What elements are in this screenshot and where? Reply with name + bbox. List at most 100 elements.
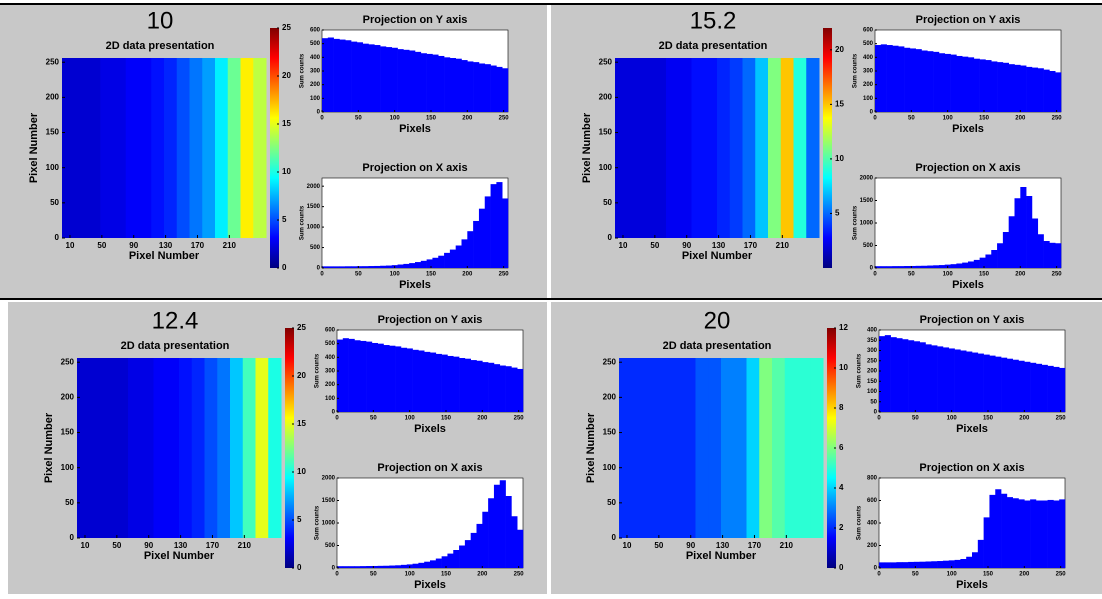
x-tick-label: 50 (908, 116, 915, 122)
bar (385, 265, 393, 268)
bar (1018, 360, 1025, 412)
colorbar-tick-label: 15 (835, 99, 844, 108)
bar (921, 265, 928, 268)
bar (879, 562, 886, 568)
heatmap-column (729, 58, 743, 238)
y-tick-label: 0 (870, 110, 874, 116)
heatmap-column (657, 358, 671, 538)
bar (360, 566, 367, 568)
bar (902, 339, 909, 412)
bar (368, 44, 375, 112)
bar (898, 46, 905, 112)
bar (927, 265, 934, 268)
y-axis-label: Pixel Number (43, 412, 55, 483)
x-tick-label: 210 (780, 541, 794, 550)
x-axis-label: Pixel Number (686, 550, 757, 562)
bar (511, 516, 518, 568)
heatmap-column (784, 358, 798, 538)
y-tick-label: 200 (603, 392, 617, 401)
y-tick-label: 400 (325, 355, 336, 361)
x-tick-label: 150 (983, 416, 994, 422)
bar (339, 266, 346, 268)
y-tick-label: 100 (867, 389, 878, 395)
y-tick-label: 100 (603, 463, 617, 472)
heatmap-column (77, 358, 91, 538)
x-tick-label: 50 (355, 116, 362, 122)
bar (438, 255, 445, 268)
bar (420, 260, 427, 268)
bar (1008, 216, 1015, 268)
bar (890, 562, 897, 568)
bar (1026, 196, 1033, 268)
bar (389, 345, 396, 412)
bar (473, 220, 480, 268)
y-tick-label: 2000 (322, 476, 336, 482)
x-axis-label: Pixel Number (682, 250, 753, 262)
bar (441, 556, 448, 568)
heatmap-column (268, 358, 282, 538)
x-tick-label: 200 (1015, 272, 1026, 278)
bar (1055, 243, 1062, 268)
y-tick-label: 200 (599, 92, 613, 101)
bar (983, 517, 990, 568)
x-tick-label: 0 (877, 416, 881, 422)
colorbar-tick-label: 5 (282, 215, 287, 224)
bar (948, 560, 955, 568)
y-tick-label: 100 (325, 396, 336, 402)
heatmap-column (179, 358, 193, 538)
bar (490, 184, 497, 268)
bar (902, 562, 909, 568)
y-tick-label: 0 (870, 266, 874, 272)
colorbar-tick-label: 25 (297, 323, 306, 332)
y-tick-label: 200 (310, 82, 321, 88)
x-axis-label: Pixels (399, 123, 431, 135)
bar (1059, 499, 1066, 568)
bar (956, 263, 963, 268)
bar (455, 58, 462, 112)
colorbar-tick-label: 20 (835, 45, 844, 54)
x-tick-label: 10 (81, 541, 90, 550)
heatmap-column (708, 358, 722, 538)
x-tick-label: 90 (686, 541, 695, 550)
heatmap-column (102, 358, 116, 538)
heatmap-column (128, 358, 142, 538)
bar (493, 484, 501, 568)
colorbar-tick-label: 10 (297, 467, 306, 476)
heatmap-column (151, 58, 165, 238)
bar (342, 566, 349, 568)
y-axis-label: Sum counts (315, 505, 321, 540)
y-axis-label: Sum counts (300, 53, 306, 88)
x-tick-label: 100 (390, 272, 401, 278)
chart-title: Projection on X axis (377, 462, 482, 474)
bar (403, 263, 410, 268)
x-tick-label: 90 (682, 241, 691, 250)
bar (913, 341, 920, 412)
bar (879, 336, 886, 412)
bar (337, 339, 344, 412)
heatmap-column (227, 58, 241, 238)
bar (931, 345, 938, 412)
bar (484, 64, 491, 112)
bar (395, 346, 402, 412)
heatmap-column (230, 358, 244, 538)
y-tick-label: 500 (310, 41, 321, 47)
bar (327, 266, 334, 268)
y-tick-label: 50 (607, 498, 616, 507)
heatmap-column (62, 58, 76, 238)
bar (362, 43, 369, 112)
bar (927, 51, 934, 112)
bar (989, 494, 996, 568)
bar (1002, 62, 1009, 112)
x-tick-label: 0 (335, 416, 339, 422)
y-axis-label: Sum counts (300, 205, 306, 240)
y-tick-label: 400 (867, 328, 878, 334)
bar (1053, 366, 1060, 412)
y-tick-label: 600 (310, 28, 321, 34)
bar (505, 496, 512, 568)
heatmap-column (217, 358, 231, 538)
bar (374, 265, 381, 268)
x-tick-label: 100 (943, 272, 954, 278)
bar (473, 62, 480, 112)
bar (366, 566, 373, 568)
bar (444, 57, 451, 112)
